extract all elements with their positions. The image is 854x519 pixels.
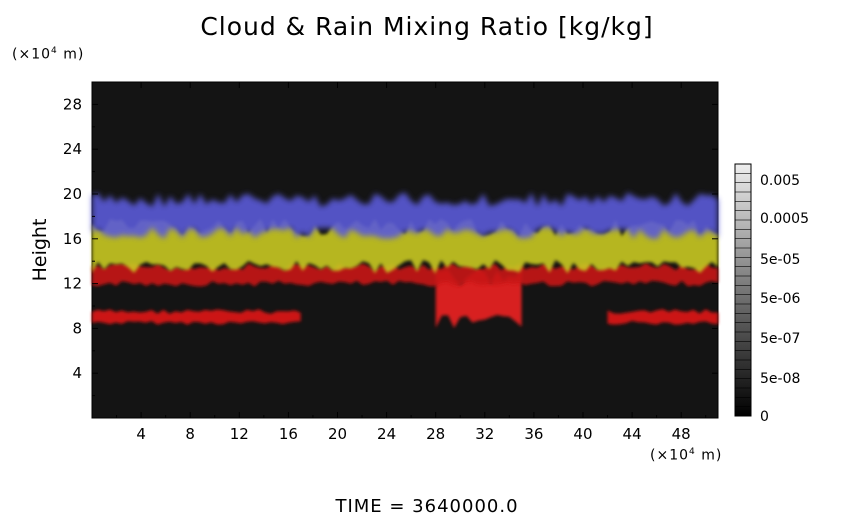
- layer-rain-band: [92, 263, 718, 287]
- x-tick-label: 16: [279, 425, 298, 443]
- x-tick-label: 20: [328, 425, 347, 443]
- layer-rain-low: [92, 309, 301, 325]
- time-footer: TIME = 3640000.0: [335, 496, 519, 517]
- colorbar: 0.005 0.0005 5e-05 5e-06 5e-07 5e-08 0: [734, 163, 809, 425]
- y-tick-label: 12: [63, 275, 82, 293]
- x-tick-label: 8: [185, 425, 195, 443]
- x-tick-label: 12: [230, 425, 249, 443]
- colorbar-label: 5e-05: [760, 252, 800, 268]
- layer-shape: [92, 192, 718, 239]
- colorbar-gradient: [734, 163, 752, 417]
- y-axis-label: Height: [29, 219, 51, 282]
- layer-shape: [607, 309, 718, 325]
- x-tick-label: 48: [672, 425, 691, 443]
- y-ticks: 4 8 12 16 20 24 28: [63, 95, 718, 397]
- layer-rain-low: [607, 309, 718, 325]
- layer-shape: [92, 263, 718, 287]
- x-tick-label: 28: [426, 425, 445, 443]
- colorbar-label: 0: [760, 409, 769, 425]
- y-tick-label: 24: [63, 140, 82, 158]
- x-tick-label: 32: [475, 425, 494, 443]
- chart-title: Cloud & Rain Mixing Ratio [kg/kg]: [200, 12, 654, 41]
- colorbar-label: 5e-08: [760, 371, 800, 387]
- x-tick-label: 24: [377, 425, 396, 443]
- x-axis-unit: (×104 m): [650, 447, 723, 464]
- y-axis-unit: (×104 m): [12, 46, 85, 63]
- y-tick-label: 28: [63, 95, 82, 113]
- y-tick-label: 20: [63, 185, 82, 203]
- colorbar-label: 5e-07: [760, 331, 800, 347]
- colorbar-label: 0.005: [760, 173, 800, 189]
- x-tick-label: 36: [524, 425, 543, 443]
- x-ticks: 4 8 12 16 20 24 28 32 36 40 44 48: [116, 82, 707, 443]
- layer-cloud-blue: [92, 192, 718, 239]
- layer-shape: [92, 309, 301, 325]
- y-tick-label: 8: [72, 319, 82, 337]
- y-tick-label: 16: [63, 230, 82, 248]
- colorbar-label: 0.0005: [760, 211, 809, 227]
- x-tick-label: 40: [573, 425, 592, 443]
- x-tick-label: 4: [136, 425, 146, 443]
- y-tick-label: 4: [72, 364, 82, 382]
- colorbar-label: 5e-06: [760, 291, 800, 307]
- data-layers: [92, 192, 718, 328]
- x-tick-label: 44: [623, 425, 642, 443]
